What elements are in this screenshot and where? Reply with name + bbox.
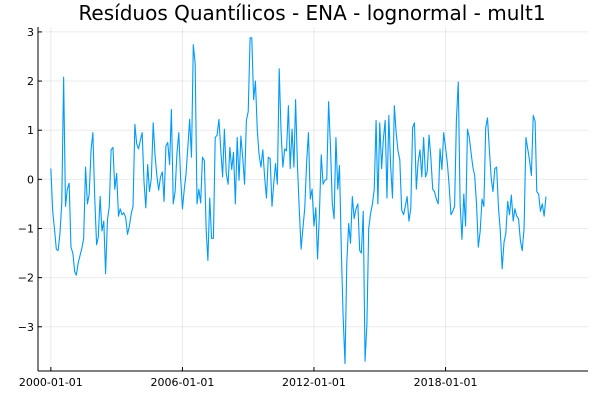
y-grid-lines <box>38 31 588 328</box>
x-tick-label: 2006-01-01 <box>150 376 214 389</box>
y-tick-label: −2 <box>18 272 34 285</box>
y-tick-label: 3 <box>27 26 34 39</box>
x-grid-lines <box>50 27 447 371</box>
x-axis-ticks: 2000-01-01 2006-01-01 2012-01-01 2018-01-01 <box>19 367 478 389</box>
y-tick-label: 1 <box>27 124 34 137</box>
y-tick-label: 2 <box>27 75 34 88</box>
y-tick-label: −3 <box>18 321 34 334</box>
x-tick-label: 2012-01-01 <box>282 376 346 389</box>
y-tick-label: −1 <box>18 222 34 235</box>
series-layer <box>50 37 547 365</box>
chart-title: Resíduos Quantílicos - ENA - lognormal -… <box>78 1 545 25</box>
x-tick-label: 2000-01-01 <box>19 376 83 389</box>
y-tick-label: 0 <box>27 173 34 186</box>
y-axis-ticks: −3 −2 −1 0 1 2 3 <box>18 26 42 334</box>
series-line-1 <box>50 37 547 365</box>
x-tick-label: 2018-01-01 <box>414 376 478 389</box>
